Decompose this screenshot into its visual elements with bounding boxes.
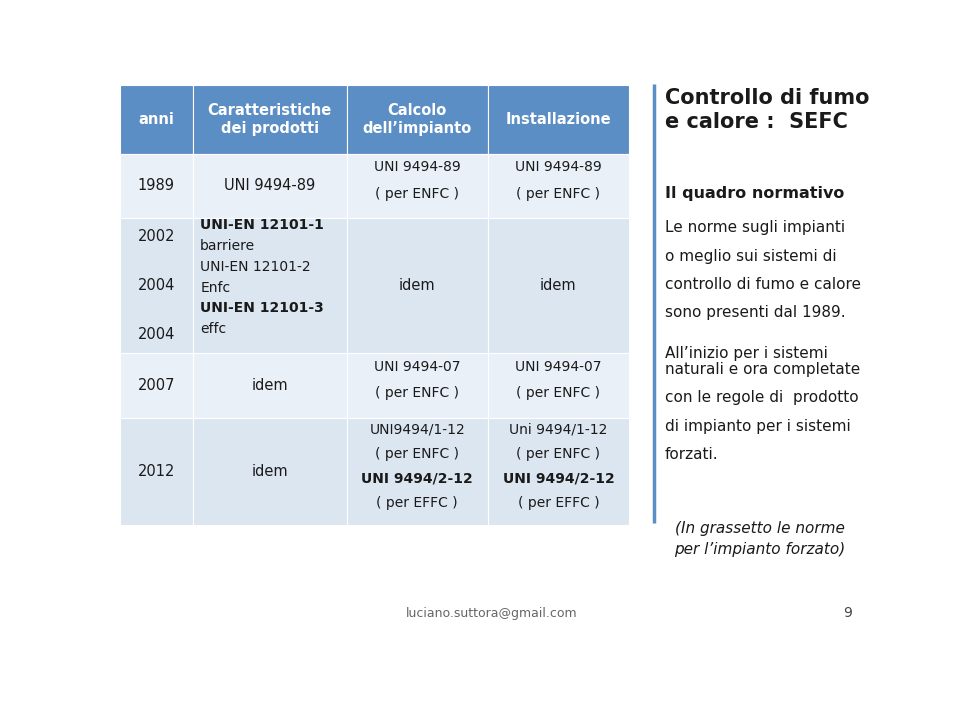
Bar [346,418,488,525]
Text: Caratteristiche
dei prodotti: Caratteristiche dei prodotti [207,103,332,136]
Text: All’inizio per i sistemi: All’inizio per i sistemi [665,346,828,360]
Text: ( per ENFC ): ( per ENFC ) [375,187,459,201]
Text: anni: anni [138,112,175,127]
Bar [120,418,193,525]
Text: idem: idem [251,378,288,393]
Bar [120,218,193,353]
Text: idem: idem [540,278,576,293]
Bar [346,85,488,154]
Text: di impianto per i sistemi: di impianto per i sistemi [665,418,851,433]
Text: Enfc: Enfc [200,280,230,295]
Bar [346,353,488,418]
Text: UNI 9494-89: UNI 9494-89 [515,160,601,174]
Bar [488,154,629,218]
Text: UNI 9494-89: UNI 9494-89 [374,160,460,174]
Text: Le norme sugli impianti: Le norme sugli impianti [665,220,845,235]
Text: con le regole di  prodotto: con le regole di prodotto [665,390,858,405]
Text: UNI-EN 12101-2: UNI-EN 12101-2 [200,260,311,274]
Bar [120,353,193,418]
Bar [346,218,488,353]
Text: UNI9494/1-12: UNI9494/1-12 [369,423,465,437]
Bar [120,85,193,154]
Text: UNI-EN 12101-1: UNI-EN 12101-1 [200,218,324,232]
Text: naturali e ora completate: naturali e ora completate [665,362,860,377]
Text: UNI 9494/2-12: UNI 9494/2-12 [503,472,615,486]
Text: ( per ENFC ): ( per ENFC ) [516,387,600,401]
Text: sono presenti dal 1989.: sono presenti dal 1989. [665,305,845,320]
Text: UNI-EN 12101-3: UNI-EN 12101-3 [200,302,324,316]
Text: 9: 9 [843,606,852,620]
Bar [488,353,629,418]
Text: UNI 9494-07: UNI 9494-07 [374,360,460,374]
Text: 2007: 2007 [137,378,175,393]
Bar [193,154,346,218]
Bar [193,353,346,418]
Text: Il quadro normativo: Il quadro normativo [665,185,844,201]
Text: ( per EFFC ): ( per EFFC ) [518,496,599,510]
Text: Calcolo
dell’impianto: Calcolo dell’impianto [363,103,472,136]
Text: effc: effc [200,322,226,336]
Text: ( per EFFC ): ( per EFFC ) [376,496,458,510]
Text: forzati.: forzati. [665,447,718,462]
Text: UNI 9494-89: UNI 9494-89 [224,178,316,193]
Bar [488,418,629,525]
Text: ( per ENFC ): ( per ENFC ) [516,187,600,201]
Text: luciano.suttora@gmail.com: luciano.suttora@gmail.com [406,607,577,620]
Bar [193,218,346,353]
Text: idem: idem [399,278,435,293]
Text: (In grassetto le norme
per l’impianto forzato): (In grassetto le norme per l’impianto fo… [674,521,846,557]
Text: ( per ENFC ): ( per ENFC ) [375,447,459,462]
Text: 1989: 1989 [138,178,175,193]
Text: Controllo di fumo
e calore :  SEFC: Controllo di fumo e calore : SEFC [665,88,869,132]
Bar [488,218,629,353]
Text: UNI 9494-07: UNI 9494-07 [515,360,601,374]
Text: controllo di fumo e calore: controllo di fumo e calore [665,277,860,292]
Bar [488,85,629,154]
Text: UNI 9494/2-12: UNI 9494/2-12 [362,472,473,486]
Text: Uni 9494/1-12: Uni 9494/1-12 [509,423,608,437]
Text: barriere: barriere [200,239,255,253]
Bar [193,85,346,154]
Text: ( per ENFC ): ( per ENFC ) [516,447,600,462]
Bar [120,154,193,218]
Text: ( per ENFC ): ( per ENFC ) [375,387,459,401]
Text: 2012: 2012 [137,464,175,479]
Bar [193,418,346,525]
Text: o meglio sui sistemi di: o meglio sui sistemi di [665,249,836,263]
Text: 2002

2004

2004: 2002 2004 2004 [137,229,175,342]
Text: Installazione: Installazione [505,112,611,127]
Text: idem: idem [251,464,288,479]
Bar [346,154,488,218]
